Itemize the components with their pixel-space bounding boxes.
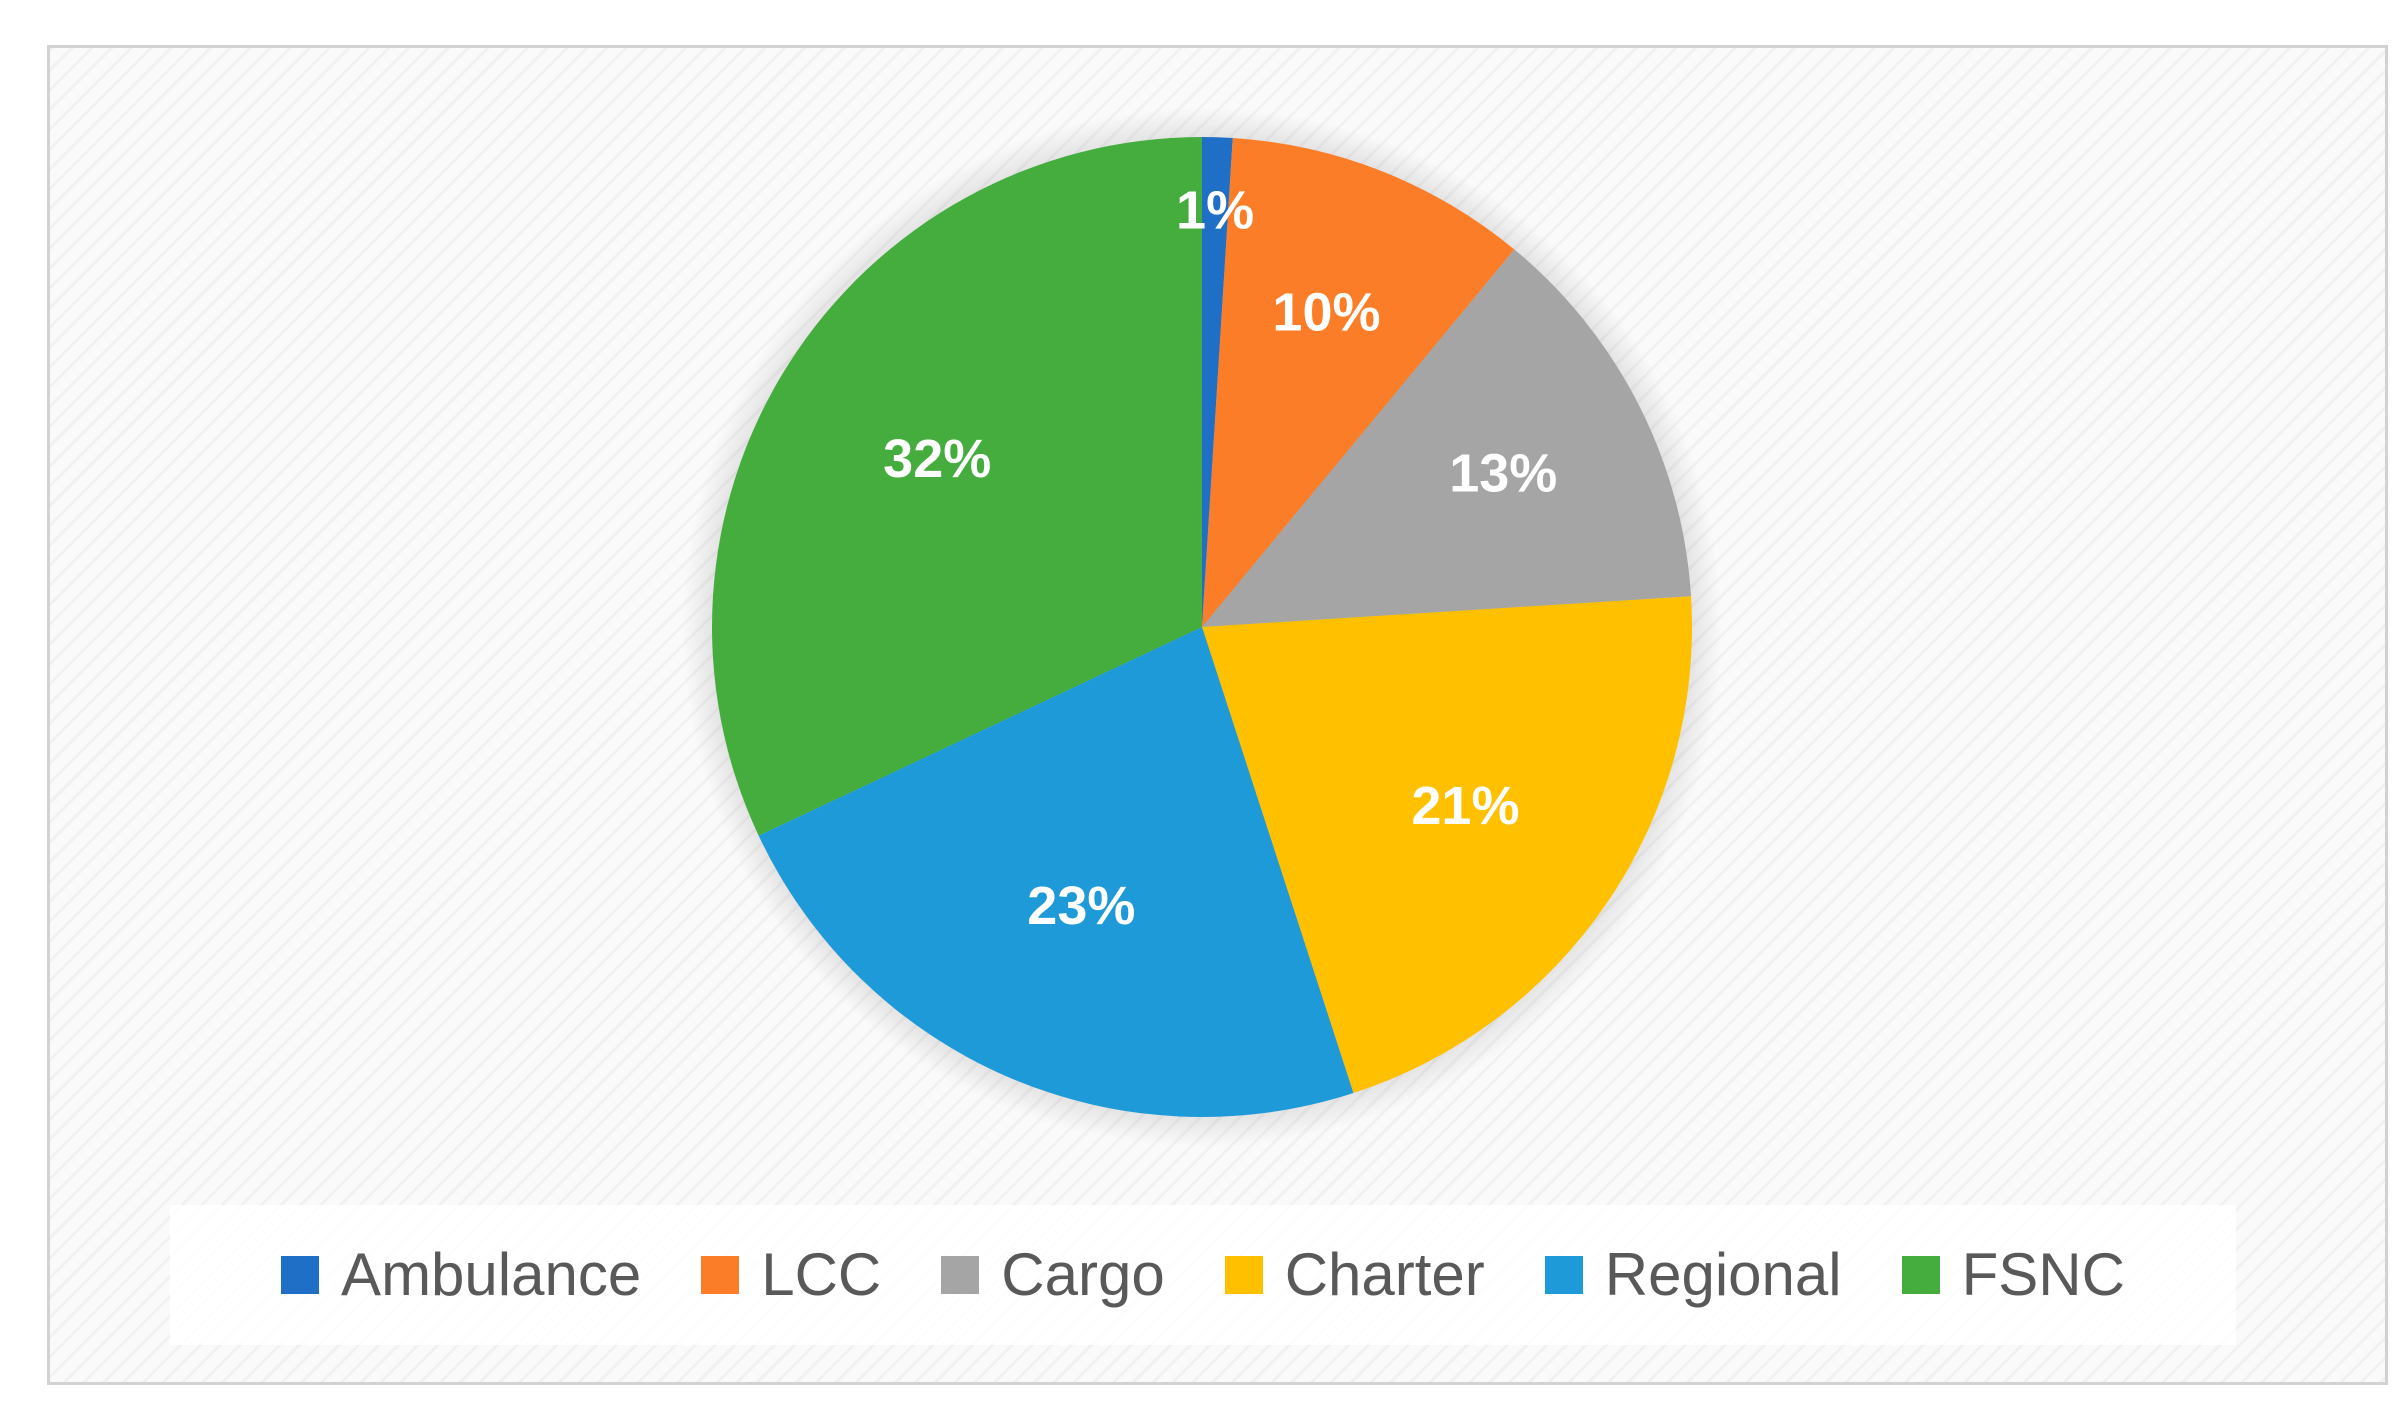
data-label-cargo: 13% bbox=[1449, 444, 1557, 504]
pie-slice-ambulance[interactable] bbox=[1202, 137, 1233, 627]
pie-data-labels: 1% 10% 13% 21% 23% 32% bbox=[883, 181, 1557, 936]
pie-slice-cargo[interactable] bbox=[1202, 249, 1692, 627]
pie-slice-charter[interactable] bbox=[1202, 596, 1692, 1094]
legend-swatch-regional bbox=[1544, 1256, 1583, 1294]
legend-item-regional[interactable]: Regional bbox=[1544, 1241, 1842, 1308]
pie-chart: 1% 10% 13% 21% 23% 32% bbox=[682, 107, 1722, 1147]
pie-slice-fsnc[interactable] bbox=[712, 137, 1202, 836]
data-label-fsnc: 32% bbox=[883, 429, 991, 489]
legend-label-ambulance: Ambulance bbox=[341, 1241, 642, 1308]
legend-swatch-cargo bbox=[941, 1256, 980, 1294]
legend-item-fsnc[interactable]: FSNC bbox=[1901, 1241, 2125, 1308]
legend-swatch-ambulance bbox=[281, 1256, 320, 1294]
chart-frame: 1% 10% 13% 21% 23% 32% Ambulance LCC Cargo Ch… bbox=[47, 45, 2388, 1385]
legend-item-ambulance[interactable]: Ambulance bbox=[281, 1245, 641, 1305]
legend-swatch-charter bbox=[1224, 1256, 1263, 1294]
pie-slice-regional[interactable] bbox=[758, 627, 1354, 1117]
legend-label-regional: Regional bbox=[1604, 1241, 1842, 1308]
legend-item-charter[interactable]: Charter bbox=[1224, 1241, 1485, 1308]
legend: Ambulance LCC Cargo Charter Regional FSN… bbox=[170, 1205, 2236, 1345]
legend-label-lcc: LCC bbox=[761, 1241, 882, 1308]
legend-label-charter: Charter bbox=[1284, 1241, 1485, 1308]
legend-item-cargo[interactable]: Cargo bbox=[941, 1241, 1165, 1308]
data-label-ambulance: 1% bbox=[1176, 181, 1254, 241]
legend-swatch-fsnc bbox=[1901, 1256, 1940, 1294]
pie-slices bbox=[712, 137, 1692, 1117]
data-label-regional: 23% bbox=[1027, 876, 1135, 936]
legend-label-cargo: Cargo bbox=[1001, 1241, 1165, 1308]
pie-slice-lcc[interactable] bbox=[1202, 137, 1515, 627]
legend-label-fsnc: FSNC bbox=[1961, 1241, 2125, 1308]
legend-swatch-lcc bbox=[701, 1256, 740, 1294]
data-label-lcc: 10% bbox=[1272, 283, 1380, 343]
legend-item-lcc[interactable]: LCC bbox=[701, 1245, 881, 1305]
data-label-charter: 21% bbox=[1411, 776, 1519, 836]
